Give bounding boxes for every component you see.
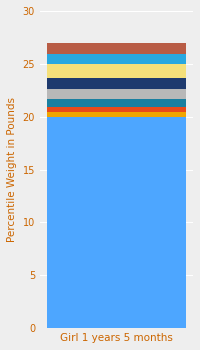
Bar xyxy=(47,64,186,78)
Bar xyxy=(47,117,186,328)
Y-axis label: Percentile Weight in Pounds: Percentile Weight in Pounds xyxy=(7,97,17,242)
Bar xyxy=(47,89,186,99)
Bar xyxy=(47,99,186,107)
Bar xyxy=(47,78,186,89)
Bar xyxy=(47,54,186,64)
Bar xyxy=(47,112,186,117)
Bar xyxy=(47,43,186,54)
Bar xyxy=(47,107,186,112)
